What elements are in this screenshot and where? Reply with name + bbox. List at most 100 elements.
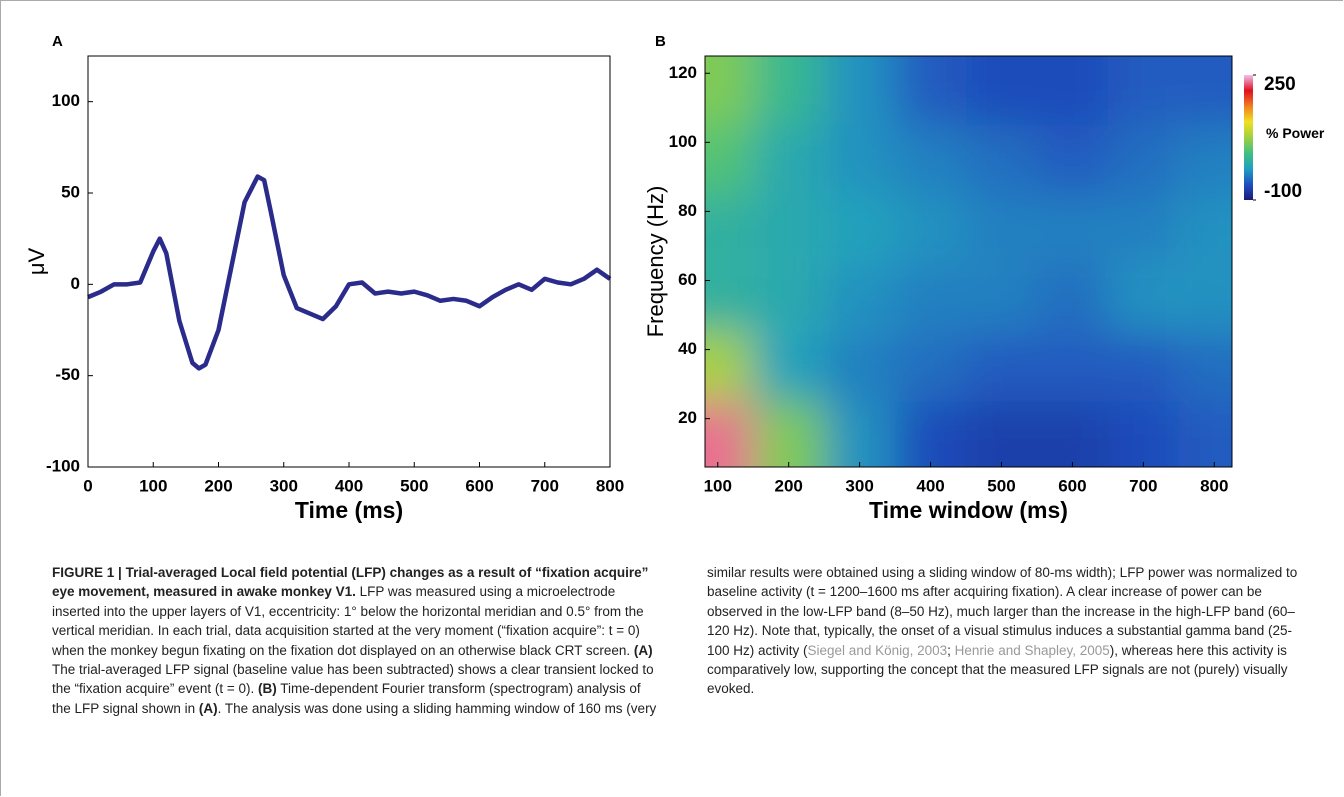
- y-tick-label: 20: [678, 408, 697, 427]
- panel-ref: (A): [198, 700, 218, 716]
- heatmap-cell: [895, 401, 967, 467]
- heatmap-cell: [1178, 263, 1232, 333]
- heatmap-cell: [824, 401, 896, 467]
- x-tick-label: 600: [1058, 476, 1086, 495]
- colorbar-tick-label: 250: [1264, 74, 1296, 95]
- caption-title: Trial-averaged Local field potential (LF…: [52, 565, 649, 600]
- heatmap-cell: [1178, 56, 1232, 126]
- caption-text: The trial-averaged LFP signal (baseline …: [52, 662, 654, 697]
- heatmap-cell: [1107, 332, 1179, 402]
- x-tick-label: 100: [704, 476, 732, 495]
- y-tick-label: 40: [678, 339, 697, 358]
- panel-label: A: [52, 33, 63, 50]
- x-tick-label: 700: [1129, 476, 1157, 495]
- heatmap-cell: [895, 56, 967, 126]
- heatmap-cell: [1107, 194, 1179, 264]
- heatmap-cells: [705, 56, 1232, 467]
- x-tick-label: 500: [987, 476, 1015, 495]
- x-tick-label: 200: [775, 476, 803, 495]
- x-tick-label: 700: [531, 476, 559, 495]
- heatmap-cell: [824, 263, 896, 333]
- x-tick-label: 0: [83, 476, 92, 495]
- x-axis-label: Time window (ms): [869, 497, 1068, 523]
- heatmap-cell: [705, 332, 754, 402]
- heatmap-cell: [705, 125, 754, 195]
- heatmap-cell: [895, 125, 967, 195]
- citation[interactable]: Siegel and König, 2003: [807, 642, 948, 658]
- heatmap-cell: [966, 56, 1037, 126]
- heatmap-cell: [753, 263, 825, 333]
- heatmap-cell: [753, 56, 825, 126]
- heatmap-cell: [1107, 401, 1179, 467]
- heatmap-cell: [895, 332, 967, 402]
- x-tick-label: 300: [270, 476, 298, 495]
- heatmap-cell: [1036, 263, 1108, 333]
- heatmap-cell: [753, 194, 825, 264]
- heatmap-cell: [1107, 263, 1179, 333]
- caption-text: . The analysis was done using a sliding …: [217, 565, 1298, 716]
- x-tick-label: 100: [139, 476, 167, 495]
- panel-ref: (B): [257, 681, 277, 697]
- heatmap-cell: [895, 263, 967, 333]
- figure: A B 0 100 200 300 400 500 600 700 800 -100 -50 0 50 1…: [24, 33, 1325, 523]
- caption-text: ), whereas here this activity is compara…: [707, 642, 1288, 697]
- data-line: [87, 174, 612, 371]
- y-axis-label: μV: [24, 248, 49, 276]
- x-tick-label: 400: [916, 476, 944, 495]
- colorbar-tick-label: -100: [1264, 181, 1302, 202]
- y-tick-label: -50: [55, 365, 80, 384]
- heatmap-cell: [895, 194, 967, 264]
- caption-text: Time-dependent Fourier transform (spectr…: [52, 681, 641, 716]
- heatmap-cell: [753, 401, 825, 467]
- caption-text: ;: [947, 642, 955, 658]
- figure-label: FIGURE 1 |: [52, 565, 122, 580]
- heatmap-cell: [1107, 125, 1179, 195]
- heatmap-cell: [1178, 125, 1232, 195]
- x-tick-label: 400: [335, 476, 363, 495]
- heatmap-cell: [1036, 194, 1108, 264]
- colorbar-label: % Power: [1266, 125, 1325, 141]
- heatmap: [705, 56, 1232, 467]
- heatmap-cell: [824, 125, 896, 195]
- y-tick-label: -100: [46, 456, 80, 475]
- caption-text: LFP was measured using a microelectrode …: [52, 584, 644, 658]
- heatmap-cell: [966, 194, 1037, 264]
- y-tick-label: 80: [678, 201, 697, 220]
- y-tick-label: 100: [52, 91, 80, 110]
- x-tick-label: 800: [596, 476, 624, 495]
- heatmap-cell: [1178, 194, 1232, 264]
- y-axis-label: Frequency (Hz): [643, 186, 668, 338]
- heatmap-cell: [966, 263, 1037, 333]
- heatmap-cell: [1036, 125, 1108, 195]
- citation[interactable]: Henrie and Shapley, 2005: [954, 642, 1110, 658]
- heatmap-cell: [1036, 401, 1108, 467]
- panel-ref: (A): [633, 642, 653, 658]
- x-tick-label: 200: [204, 476, 232, 495]
- heatmap-cell: [1107, 56, 1179, 126]
- heatmap-cell: [966, 332, 1037, 402]
- y-tick-label: 100: [669, 132, 697, 151]
- heatmap-cell: [705, 263, 754, 333]
- heatmap-cell: [824, 194, 896, 264]
- x-tick-label: 500: [400, 476, 428, 495]
- heatmap-cell: [966, 125, 1037, 195]
- y-tick-label: 60: [678, 270, 697, 289]
- x-axis-label: Time (ms): [295, 497, 403, 523]
- y-tick-label: 120: [669, 63, 697, 82]
- x-tick-label: 600: [465, 476, 493, 495]
- heatmap-cell: [705, 401, 754, 467]
- caption: FIGURE 1 | Trial-averaged Local field po…: [52, 563, 1314, 718]
- heatmap-cell: [1036, 332, 1108, 402]
- heatmap-cell: [753, 332, 825, 402]
- heatmap-cell: [824, 56, 896, 126]
- panel-label: B: [655, 33, 666, 50]
- heatmap-cell: [753, 125, 825, 195]
- heatmap-cell: [705, 194, 754, 264]
- heatmap-cell: [1178, 332, 1232, 402]
- x-tick-label: 300: [845, 476, 873, 495]
- heatmap-cell: [1036, 56, 1108, 126]
- heatmap-cell: [1178, 401, 1232, 467]
- x-tick-label: 800: [1200, 476, 1228, 495]
